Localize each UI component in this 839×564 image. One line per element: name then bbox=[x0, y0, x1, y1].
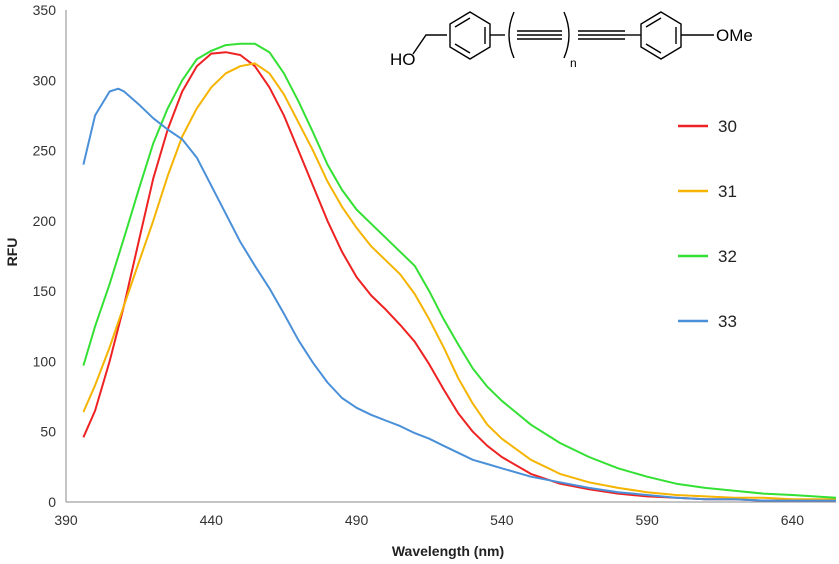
y-tick-labels: 0 50 100 150 200 250 300 350 bbox=[33, 2, 57, 510]
y-tick-label: 200 bbox=[33, 213, 57, 229]
y-axis-title: RFU bbox=[4, 238, 20, 267]
y-tick-label: 300 bbox=[33, 72, 57, 88]
x-tick-label: 540 bbox=[490, 512, 514, 528]
x-tick-label: 640 bbox=[781, 512, 805, 528]
legend-label-32: 32 bbox=[718, 247, 737, 266]
series-lines bbox=[82, 42, 837, 502]
legend-label-33: 33 bbox=[718, 312, 737, 331]
y-tick-label: 50 bbox=[40, 424, 56, 440]
repeat-subscript: n bbox=[570, 56, 577, 70]
paren-close bbox=[563, 11, 570, 59]
alkyne-repeat bbox=[517, 30, 562, 40]
x-tick-label: 490 bbox=[345, 512, 369, 528]
methoxy-group-label: OMe bbox=[716, 26, 753, 45]
alkyne-terminal bbox=[578, 30, 625, 40]
legend-label-31: 31 bbox=[718, 182, 737, 201]
benzene-ring-left bbox=[449, 11, 491, 60]
hydroxyl-group-label: HO bbox=[390, 50, 416, 69]
y-tick-label: 150 bbox=[33, 283, 57, 299]
x-tick-label: 440 bbox=[200, 512, 224, 528]
legend-label-30: 30 bbox=[718, 117, 737, 136]
series-line-33 bbox=[82, 87, 836, 502]
series-line-30 bbox=[82, 51, 836, 502]
y-tick-label: 250 bbox=[33, 143, 57, 159]
series-line-31 bbox=[82, 62, 836, 501]
y-tick-label: 100 bbox=[33, 353, 57, 369]
y-tick-label: 0 bbox=[48, 494, 56, 510]
x-tick-label: 590 bbox=[635, 512, 659, 528]
benzene-ring-right bbox=[640, 11, 682, 60]
x-tick-label: 390 bbox=[54, 512, 78, 528]
x-tick-labels: 390 440 490 540 590 640 bbox=[54, 512, 804, 528]
series-line-32 bbox=[82, 42, 837, 499]
y-tick-label: 350 bbox=[33, 2, 57, 18]
ch2-bond bbox=[412, 34, 447, 55]
paren-open bbox=[508, 11, 515, 59]
x-axis-title: Wavelength (nm) bbox=[392, 543, 504, 559]
legend: 30 31 32 33 bbox=[678, 117, 737, 331]
molecular-structure: HO n OMe bbox=[390, 11, 753, 70]
